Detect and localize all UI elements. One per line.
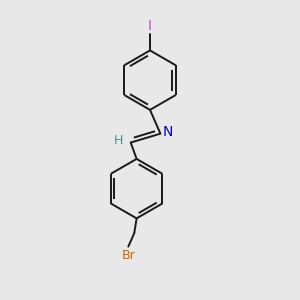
Text: N: N: [163, 125, 173, 139]
Text: I: I: [148, 19, 152, 33]
Text: H: H: [114, 134, 123, 147]
Text: Br: Br: [122, 249, 135, 262]
